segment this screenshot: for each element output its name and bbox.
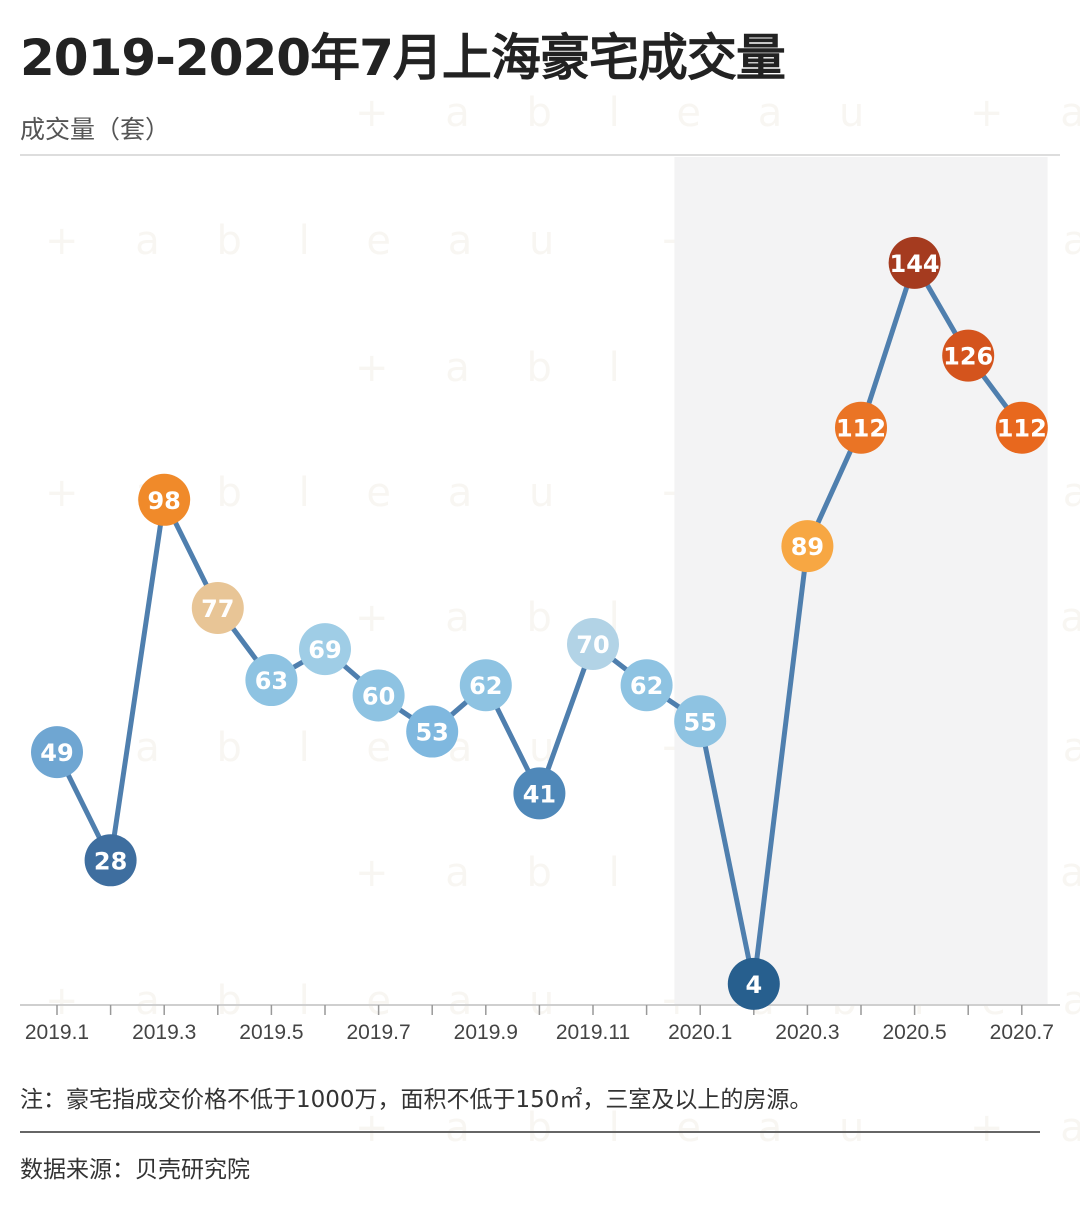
x-tick-label: 2019.3 [132, 1021, 196, 1044]
data-label: 60 [362, 683, 395, 711]
data-point [459, 659, 512, 712]
data-point [567, 618, 619, 670]
x-tick-label: 2019.11 [556, 1021, 630, 1044]
data-label: 70 [576, 631, 609, 659]
data-label: 49 [40, 739, 73, 767]
data-point [406, 705, 459, 758]
data-point [191, 581, 244, 634]
data-point [84, 834, 137, 887]
x-tick-label: 2020.7 [990, 1021, 1054, 1044]
data-point [513, 767, 566, 820]
chart-title: 2019-2020年7月上海豪宅成交量 [20, 29, 786, 87]
x-tick-label: 2019.9 [454, 1021, 518, 1044]
top-divider [20, 154, 1060, 156]
x-tick-label: 2020.1 [668, 1021, 732, 1044]
data-point [31, 726, 83, 779]
data-label: 126 [943, 343, 993, 371]
data-point [995, 401, 1048, 454]
data-point [781, 520, 834, 573]
bottom-divider [20, 1131, 1040, 1133]
data-point [620, 659, 673, 712]
x-tick-label: 2019.5 [239, 1021, 303, 1044]
data-label: 63 [255, 667, 288, 695]
data-label: 55 [683, 708, 716, 736]
data-label: 77 [201, 595, 234, 623]
highlight-band [674, 157, 1048, 1005]
data-label: 112 [836, 415, 886, 443]
footnote: 注：豪宅指成交价格不低于1000万，面积不低于150㎡，三室及以上的房源。 [20, 1087, 813, 1113]
data-source: 数据来源：贝壳研究院 [20, 1157, 250, 1183]
data-label: 69 [308, 636, 341, 664]
data-point [674, 695, 727, 748]
data-point [942, 329, 995, 382]
x-tick-label: 2020.5 [882, 1021, 946, 1044]
unit-label: 成交量（套） [20, 115, 171, 144]
data-label: 4 [745, 971, 762, 999]
data-label: 62 [630, 672, 663, 700]
data-point [245, 654, 298, 707]
data-point [888, 236, 941, 289]
data-label: 28 [94, 847, 127, 875]
x-tick-label: 2019.7 [346, 1021, 410, 1044]
data-label: 41 [523, 780, 556, 808]
data-label: 53 [415, 719, 448, 747]
data-point [299, 623, 351, 676]
data-label: 144 [890, 250, 940, 278]
data-point [138, 473, 191, 526]
data-label: 89 [791, 533, 824, 561]
data-label: 98 [147, 487, 180, 515]
data-point [352, 669, 405, 722]
data-point [835, 401, 887, 454]
data-label: 62 [469, 672, 502, 700]
x-tick-label: 2019.1 [25, 1021, 89, 1044]
data-label: 112 [997, 415, 1047, 443]
data-point [727, 957, 780, 1010]
x-tick-label: 2020.3 [775, 1021, 839, 1044]
